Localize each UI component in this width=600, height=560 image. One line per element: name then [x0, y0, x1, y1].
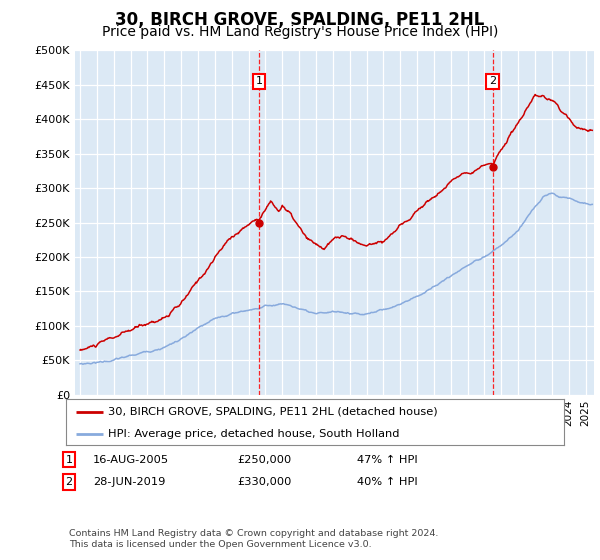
- Text: 40% ↑ HPI: 40% ↑ HPI: [357, 477, 418, 487]
- Text: 16-AUG-2005: 16-AUG-2005: [93, 455, 169, 465]
- Text: HPI: Average price, detached house, South Holland: HPI: Average price, detached house, Sout…: [109, 429, 400, 438]
- Text: 47% ↑ HPI: 47% ↑ HPI: [357, 455, 418, 465]
- Text: Contains HM Land Registry data © Crown copyright and database right 2024.
This d: Contains HM Land Registry data © Crown c…: [69, 529, 439, 549]
- Text: £330,000: £330,000: [237, 477, 292, 487]
- Text: 1: 1: [65, 455, 73, 465]
- Text: 28-JUN-2019: 28-JUN-2019: [93, 477, 166, 487]
- Text: £250,000: £250,000: [237, 455, 291, 465]
- Text: 30, BIRCH GROVE, SPALDING, PE11 2HL (detached house): 30, BIRCH GROVE, SPALDING, PE11 2HL (det…: [109, 407, 438, 417]
- Text: Price paid vs. HM Land Registry's House Price Index (HPI): Price paid vs. HM Land Registry's House …: [102, 25, 498, 39]
- Text: 2: 2: [489, 76, 496, 86]
- Text: 2: 2: [65, 477, 73, 487]
- Text: 30, BIRCH GROVE, SPALDING, PE11 2HL: 30, BIRCH GROVE, SPALDING, PE11 2HL: [115, 11, 485, 29]
- Text: 1: 1: [256, 76, 263, 86]
